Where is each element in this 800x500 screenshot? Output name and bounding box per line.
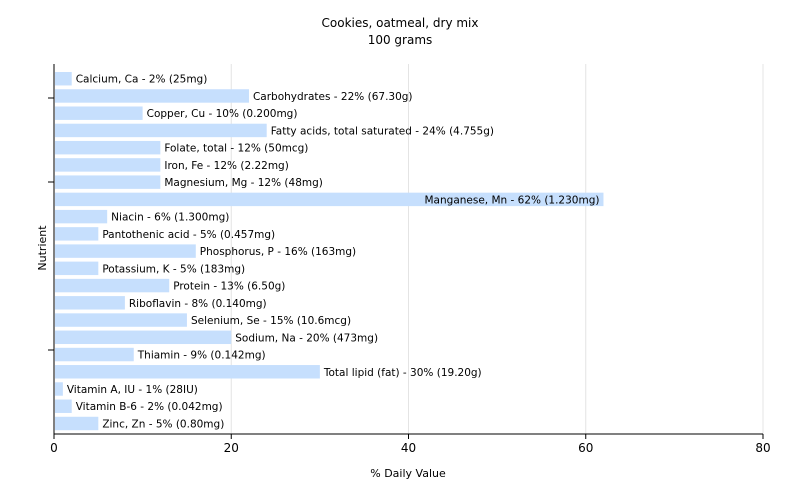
bar-label: Calcium, Ca - 2% (25mg)	[76, 74, 208, 86]
x-tick-label: 80	[755, 441, 770, 455]
bar-label: Sodium, Na - 20% (473mg)	[235, 332, 378, 344]
bar-label: Pantothenic acid - 5% (0.457mg)	[102, 229, 275, 241]
bars	[55, 72, 604, 431]
bar	[55, 89, 249, 103]
bar	[55, 123, 267, 138]
bar	[55, 244, 196, 258]
bar-label: Phosphorus, P - 16% (163mg)	[200, 246, 356, 258]
bar	[55, 140, 161, 155]
bar-label: Manganese, Mn - 62% (1.230mg)	[425, 194, 600, 206]
bar	[55, 313, 187, 327]
bar	[55, 278, 170, 293]
bar	[55, 106, 143, 120]
chart-subtitle: 100 grams	[368, 33, 433, 47]
bar-label: Magnesium, Mg - 12% (48mg)	[164, 177, 323, 189]
bar-label: Niacin - 6% (1.300mg)	[111, 212, 229, 224]
bar-label: Fatty acids, total saturated - 24% (4.75…	[271, 125, 494, 137]
bar	[55, 399, 72, 413]
bar	[55, 158, 161, 172]
bar-label: Potassium, K - 5% (183mg)	[102, 263, 245, 275]
bar-label: Total lipid (fat) - 30% (19.20g)	[323, 367, 482, 379]
bar-labels: Calcium, Ca - 2% (25mg) Carbohydrates - 2…	[67, 74, 600, 431]
bar-label: Copper, Cu - 10% (0.200mg)	[147, 108, 298, 120]
bar-label: Riboflavin - 8% (0.140mg)	[129, 298, 267, 310]
bar-label: Folate, total - 12% (50mcg)	[164, 143, 308, 155]
bar	[55, 365, 320, 379]
bar	[55, 347, 134, 362]
bar-label: Iron, Fe - 12% (2.22mg)	[164, 160, 288, 172]
x-tick-label: 60	[578, 441, 593, 455]
chart-title: Cookies, oatmeal, dry mix	[322, 16, 479, 30]
bar-label: Thiamin - 9% (0.142mg)	[137, 350, 266, 362]
bar-label: Protein - 13% (6.50g)	[173, 281, 285, 293]
bar-label: Carbohydrates - 22% (67.30g)	[253, 91, 413, 103]
bar	[55, 209, 108, 224]
x-tick-label: 0	[50, 441, 58, 455]
x-tick-labels: 0 20 40 60 80	[50, 434, 771, 455]
bar-label: Zinc, Zn - 5% (0.80mg)	[102, 418, 224, 430]
x-tick-label: 20	[224, 441, 239, 455]
x-axis-title: % Daily Value	[370, 467, 446, 480]
bar-label: Vitamin B-6 - 2% (0.042mg)	[76, 401, 223, 413]
bar	[55, 261, 99, 276]
bar	[55, 227, 99, 241]
bar-label: Selenium, Se - 15% (10.6mcg)	[191, 315, 351, 327]
bar	[55, 175, 161, 189]
bar	[55, 192, 604, 207]
y-axis-title: Nutrient	[36, 225, 49, 271]
bar-label: Vitamin A, IU - 1% (28IU)	[67, 384, 198, 396]
bar	[55, 382, 63, 396]
bar	[55, 416, 99, 431]
bar	[55, 296, 125, 310]
x-tick-label: 40	[401, 441, 416, 455]
bar	[55, 72, 72, 86]
bar	[55, 330, 232, 345]
